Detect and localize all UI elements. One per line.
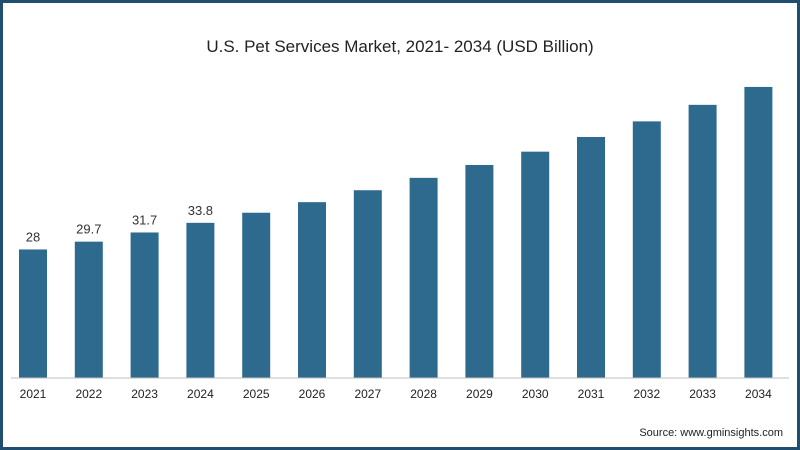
bar-2028 xyxy=(409,177,438,378)
data-label-2021: 28 xyxy=(26,229,40,244)
x-tick-2024: 2024 xyxy=(187,387,214,401)
bar-2030 xyxy=(521,151,550,378)
x-tick-2030: 2030 xyxy=(522,387,549,401)
bar-chart: 2021 2022 2023 2024 2025 2026 2027 2028 2029 2030… xyxy=(11,86,789,401)
data-label-2022: 29.7 xyxy=(76,222,101,237)
bar-2033 xyxy=(688,104,717,378)
bar-2022 xyxy=(74,241,103,378)
data-labels: 28 29.7 31.7 33.8 xyxy=(26,203,213,245)
x-tick-2031: 2031 xyxy=(578,387,605,401)
bar-2025 xyxy=(242,212,271,378)
x-tick-2025: 2025 xyxy=(243,387,270,401)
x-tick-2026: 2026 xyxy=(299,387,326,401)
x-tick-2028: 2028 xyxy=(410,387,437,401)
bar-2029 xyxy=(465,164,494,378)
x-tick-labels: 2021 2022 2023 2024 2025 2026 2027 2028 2029 2030… xyxy=(20,387,772,401)
x-tick-2032: 2032 xyxy=(633,387,660,401)
bar-2024 xyxy=(186,222,215,378)
bar-2026 xyxy=(298,202,326,378)
x-tick-2034: 2034 xyxy=(745,387,772,401)
bar-2032 xyxy=(632,121,661,379)
x-tick-2022: 2022 xyxy=(75,387,102,401)
source-note: Source: www.gminsights.com xyxy=(639,427,783,439)
bar-2027 xyxy=(353,190,382,378)
bars-group xyxy=(19,86,773,379)
bar-2031 xyxy=(577,136,605,378)
x-tick-2029: 2029 xyxy=(466,387,493,401)
data-label-2024: 33.8 xyxy=(188,203,213,218)
x-tick-2027: 2027 xyxy=(354,387,381,401)
bar-2034 xyxy=(744,86,773,378)
x-tick-2033: 2033 xyxy=(689,387,716,401)
chart-title: U.S. Pet Services Market, 2021- 2034 (US… xyxy=(206,37,594,56)
bar-2021 xyxy=(19,249,47,378)
bar-2023 xyxy=(130,232,159,378)
data-label-2023: 31.7 xyxy=(132,212,157,227)
x-tick-2021: 2021 xyxy=(20,387,47,401)
x-tick-2023: 2023 xyxy=(131,387,158,401)
